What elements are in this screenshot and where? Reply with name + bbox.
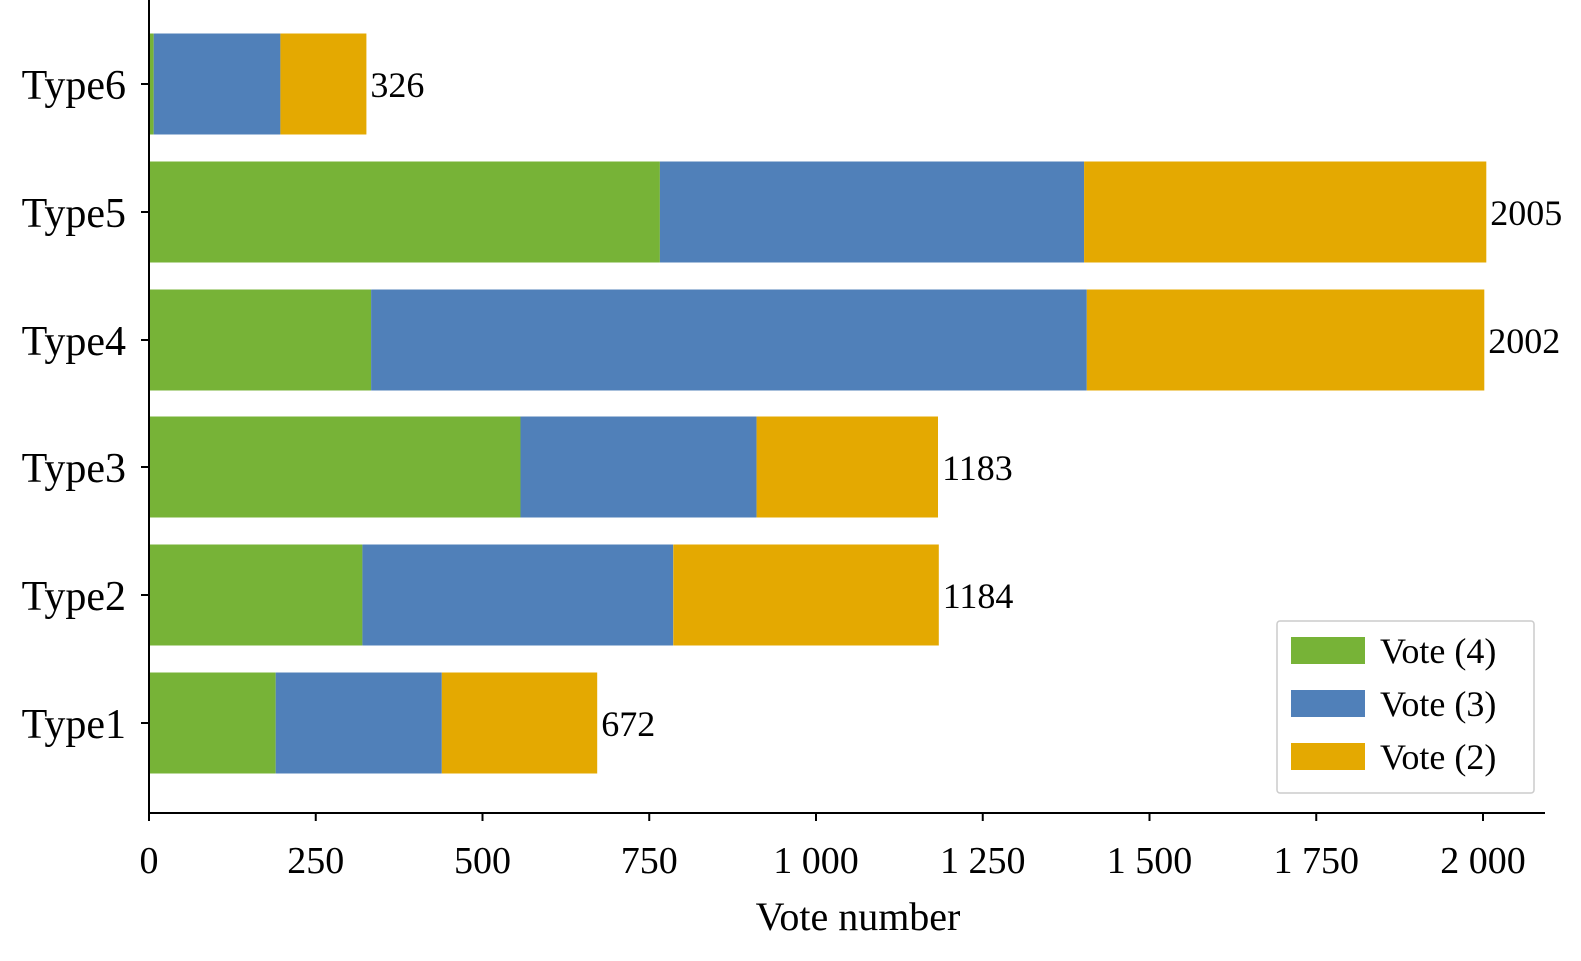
bar-type3-series-1 bbox=[149, 416, 521, 518]
bar-type5-series-3 bbox=[1084, 161, 1487, 263]
bar-type1-series-2 bbox=[275, 672, 442, 774]
bar-type5-series-1 bbox=[149, 161, 660, 263]
x-tick-label-2000: 2 000 bbox=[1440, 840, 1526, 882]
bar-type3-series-3 bbox=[756, 416, 938, 518]
y-tick-label-type4: Type4 bbox=[22, 319, 126, 365]
y-tick-label-type1: Type1 bbox=[22, 702, 126, 748]
bar-type1-series-1 bbox=[149, 672, 276, 774]
legend-label-series-1: Vote (4) bbox=[1380, 631, 1496, 671]
x-tick-label-1500: 1 500 bbox=[1107, 840, 1193, 882]
legend-label-series-2: Vote (3) bbox=[1380, 684, 1496, 724]
bar-type2-series-3 bbox=[673, 544, 939, 646]
total-label-type6: 326 bbox=[370, 65, 424, 105]
x-axis-title: Vote number bbox=[756, 894, 961, 939]
total-label-type1: 672 bbox=[601, 704, 655, 744]
total-label-type5: 2005 bbox=[1490, 193, 1562, 233]
legend: Vote (4) Vote (3) Vote (2) bbox=[1276, 620, 1535, 794]
x-tick-label-1000: 1 000 bbox=[773, 840, 859, 882]
total-label-type2: 1184 bbox=[943, 576, 1014, 616]
total-labels-layer: 672 1184 1183 2002 2005 326 bbox=[370, 65, 1562, 744]
bar-type2-series-1 bbox=[149, 544, 363, 646]
bar-type4-series-3 bbox=[1086, 289, 1485, 391]
total-label-type3: 1183 bbox=[942, 448, 1013, 488]
bar-type6-series-1 bbox=[149, 33, 154, 135]
bars-layer bbox=[149, 33, 1487, 774]
bar-type2-series-2 bbox=[362, 544, 674, 646]
y-tick-label-type5: Type5 bbox=[22, 191, 126, 237]
bar-type3-series-2 bbox=[520, 416, 757, 518]
y-tick-label-type3: Type3 bbox=[22, 446, 126, 492]
legend-label-series-3: Vote (2) bbox=[1380, 737, 1496, 777]
legend-swatch-series-1 bbox=[1291, 637, 1365, 664]
x-tick-label-250: 250 bbox=[287, 840, 344, 882]
bar-type6-series-2 bbox=[153, 33, 281, 135]
x-tick-label-1250: 1 250 bbox=[940, 840, 1026, 882]
legend-swatch-series-2 bbox=[1291, 690, 1365, 717]
total-label-type4: 2002 bbox=[1488, 321, 1560, 361]
y-tick-label-type6: Type6 bbox=[22, 63, 126, 109]
bar-type5-series-2 bbox=[659, 161, 1085, 263]
y-tick-label-type2: Type2 bbox=[22, 574, 126, 620]
legend-swatch-series-3 bbox=[1291, 743, 1365, 770]
axes-layer: Type1 Type2 Type3 Type4 Type5 Type6 0 250 500 750… bbox=[22, 0, 1545, 882]
bar-type6-series-3 bbox=[280, 33, 367, 135]
x-tick-label-750: 750 bbox=[621, 840, 678, 882]
bar-type4-series-2 bbox=[371, 289, 1087, 391]
bar-type1-series-3 bbox=[441, 672, 598, 774]
x-tick-label-0: 0 bbox=[140, 840, 159, 882]
bar-type4-series-1 bbox=[149, 289, 372, 391]
x-tick-label-1750: 1 750 bbox=[1274, 840, 1360, 882]
x-tick-label-500: 500 bbox=[454, 840, 511, 882]
